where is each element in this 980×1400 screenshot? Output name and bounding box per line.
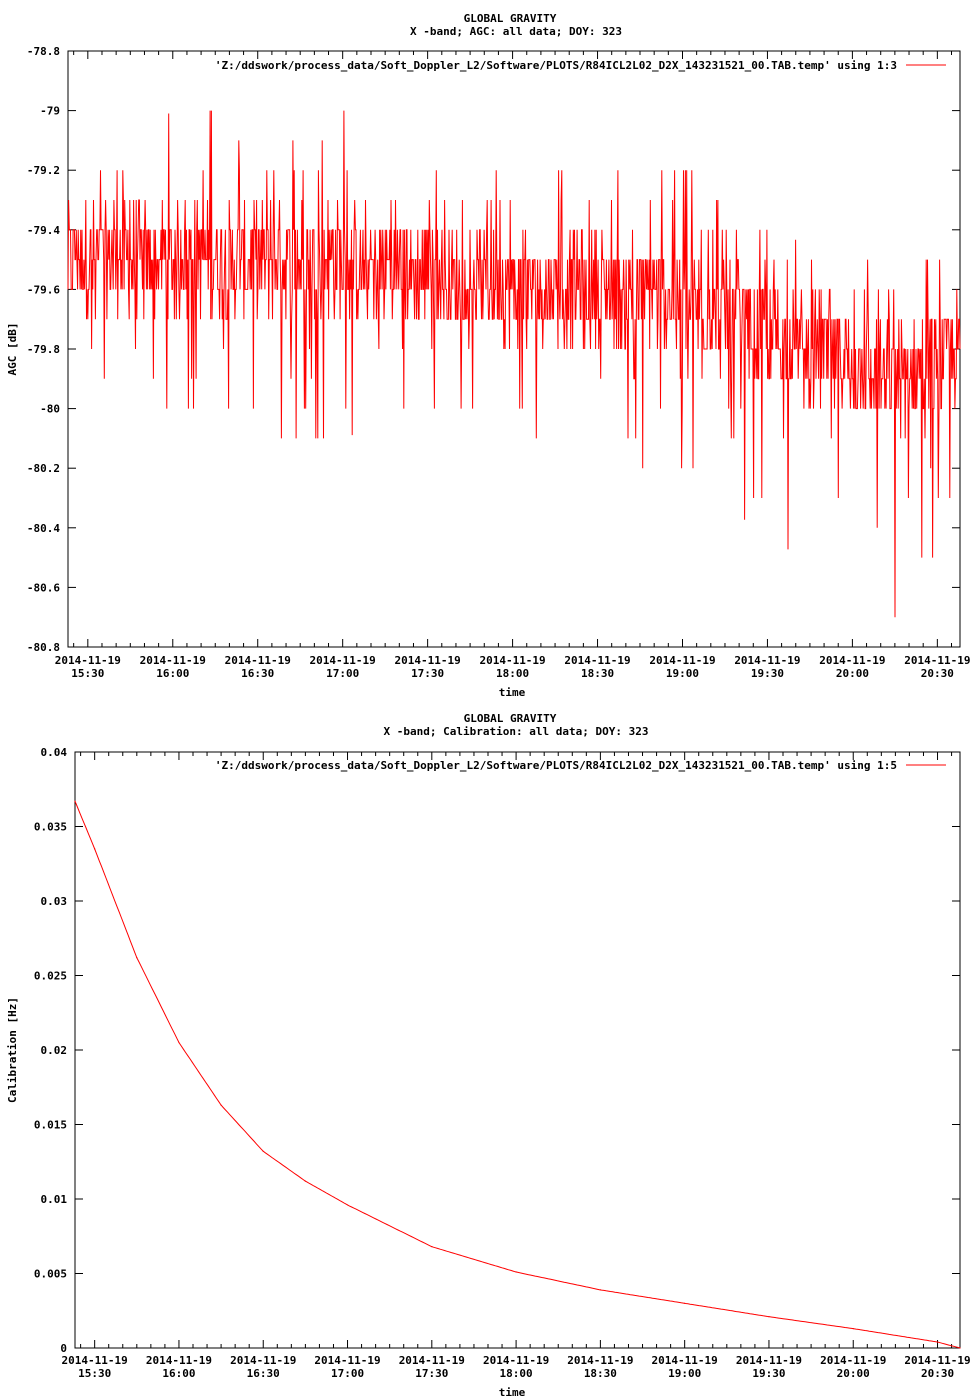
calibration-point xyxy=(599,1289,601,1291)
x-tick-time: 18:30 xyxy=(581,667,614,680)
plot-frame xyxy=(74,751,961,1349)
x-tick-date: 2014-11-19 xyxy=(310,654,376,667)
y-tick-label: -79 xyxy=(40,105,60,118)
x-tick-time: 19:00 xyxy=(668,1367,701,1380)
calibration-point xyxy=(515,1271,517,1273)
y-tick-label: 0.01 xyxy=(41,1193,68,1206)
x-tick-date: 2014-11-19 xyxy=(62,1354,128,1367)
y-tick-label: 0.005 xyxy=(34,1268,67,1281)
chart-subtitle: X -band; Calibration: all data; DOY: 323 xyxy=(384,725,649,738)
x-tick-date: 2014-11-19 xyxy=(146,1354,212,1367)
calibration-point xyxy=(94,848,96,850)
y-axis-label: AGC [dB] xyxy=(6,323,19,376)
agc-chart: GLOBAL GRAVITY X -band; AGC: all data; DO… xyxy=(6,12,970,699)
calibration-chart: GLOBAL GRAVITY X -band; Calibration: all … xyxy=(0,700,980,1400)
x-tick-time: 20:00 xyxy=(837,1367,870,1380)
y-tick-label: -80 xyxy=(40,403,60,416)
x-tick-time: 16:30 xyxy=(247,1367,280,1380)
x-tick-date: 2014-11-19 xyxy=(904,1354,970,1367)
x-tick-date: 2014-11-19 xyxy=(399,1354,465,1367)
x-tick-time: 17:00 xyxy=(326,667,359,680)
x-tick-date: 2014-11-19 xyxy=(230,1354,296,1367)
calibration-point xyxy=(684,1302,686,1304)
x-tick-time: 20:30 xyxy=(921,667,954,680)
y-tick-label: -79.6 xyxy=(27,283,60,296)
x-tick-date: 2014-11-19 xyxy=(225,654,291,667)
x-tick-date: 2014-11-19 xyxy=(649,654,715,667)
x-tick-time: 19:30 xyxy=(751,667,784,680)
calibration-point xyxy=(768,1316,770,1318)
x-tick-time: 18:30 xyxy=(584,1367,617,1380)
y-tick-label: -80.4 xyxy=(27,522,60,535)
x-tick-date: 2014-11-19 xyxy=(314,1354,380,1367)
legend-label: 'Z:/ddswork/process_data/Soft_Doppler_L2… xyxy=(215,59,897,72)
x-tick-time: 15:30 xyxy=(78,1367,111,1380)
x-tick-date: 2014-11-19 xyxy=(904,654,970,667)
calibration-point xyxy=(74,800,76,802)
x-tick-date: 2014-11-19 xyxy=(483,1354,549,1367)
y-tick-label: -80.6 xyxy=(27,581,60,594)
x-tick-time: 16:30 xyxy=(241,667,274,680)
x-tick-date: 2014-11-19 xyxy=(564,654,630,667)
x-tick-date: 2014-11-19 xyxy=(736,1354,802,1367)
y-axis-label: Calibration [Hz] xyxy=(6,997,19,1103)
x-tick-time: 18:00 xyxy=(496,667,529,680)
x-tick-time: 20:00 xyxy=(836,667,869,680)
x-tick-date: 2014-11-19 xyxy=(734,654,800,667)
y-tick-label: -80.2 xyxy=(27,462,60,475)
x-tick-date: 2014-11-19 xyxy=(567,1354,633,1367)
series-calibration xyxy=(74,800,961,1349)
calibration-point xyxy=(431,1246,433,1248)
y-tick-label: -79.4 xyxy=(27,224,60,237)
x-tick-time: 16:00 xyxy=(156,667,189,680)
x-axis-label: time xyxy=(499,686,526,699)
x-axis-label: time xyxy=(499,1386,526,1399)
x-tick-date: 2014-11-19 xyxy=(819,654,885,667)
x-tick-time: 16:00 xyxy=(162,1367,195,1380)
y-tick-label: 0 xyxy=(60,1342,67,1355)
calibration-point xyxy=(959,1347,961,1349)
agc-trace xyxy=(67,110,961,618)
y-tick-label: -79.2 xyxy=(27,164,60,177)
x-tick-time: 18:00 xyxy=(500,1367,533,1380)
y-tick-label: 0.035 xyxy=(34,821,67,834)
y-tick-label: 0.02 xyxy=(41,1044,68,1057)
calibration-point xyxy=(136,957,138,959)
x-tick-time: 20:30 xyxy=(921,1367,954,1380)
x-tick-date: 2014-11-19 xyxy=(652,1354,718,1367)
x-tick-date: 2014-11-19 xyxy=(395,654,461,667)
x-tick-date: 2014-11-19 xyxy=(479,654,545,667)
calibration-point xyxy=(262,1150,264,1152)
x-tick-time: 15:30 xyxy=(71,667,104,680)
legend-label: 'Z:/ddswork/process_data/Soft_Doppler_L2… xyxy=(215,759,897,772)
calibration-point xyxy=(852,1328,854,1330)
x-tick-time: 17:30 xyxy=(411,667,444,680)
x-tick-date: 2014-11-19 xyxy=(820,1354,886,1367)
calibration-point xyxy=(178,1041,180,1044)
y-tick-label: 0.025 xyxy=(34,970,67,983)
x-tick-time: 19:30 xyxy=(752,1367,785,1380)
x-tick-date: 2014-11-19 xyxy=(55,654,121,667)
chart-subtitle: X -band; AGC: all data; DOY: 323 xyxy=(410,25,622,38)
calibration-curve xyxy=(74,801,961,1349)
calibration-point xyxy=(304,1180,306,1182)
x-tick-date: 2014-11-19 xyxy=(140,654,206,667)
calibration-point xyxy=(346,1204,349,1206)
chart-title: GLOBAL GRAVITY xyxy=(464,12,557,25)
y-tick-label: -80.8 xyxy=(27,641,60,654)
series-agc xyxy=(67,110,961,618)
y-tick-label: 0.04 xyxy=(41,746,68,759)
x-tick-time: 19:00 xyxy=(666,667,699,680)
y-tick-label: -78.8 xyxy=(27,45,60,58)
y-tick-label: 0.03 xyxy=(41,895,68,908)
x-tick-time: 17:30 xyxy=(415,1367,448,1380)
chart-title: GLOBAL GRAVITY xyxy=(464,712,557,725)
y-tick-label: -79.8 xyxy=(27,343,60,356)
x-tick-time: 17:00 xyxy=(331,1367,364,1380)
calibration-point xyxy=(936,1341,939,1343)
y-tick-label: 0.015 xyxy=(34,1119,67,1132)
calibration-point xyxy=(220,1104,222,1106)
